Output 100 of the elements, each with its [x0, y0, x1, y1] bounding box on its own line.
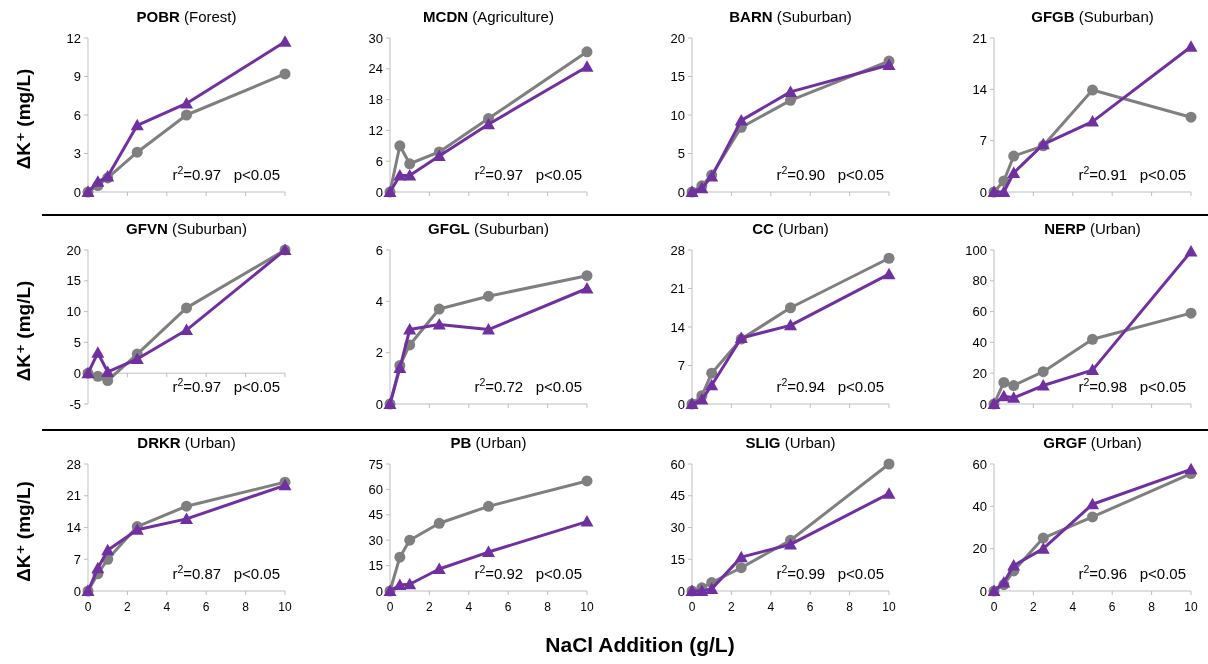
chart-title: PB (Urban)	[450, 434, 527, 451]
y-tick-label: 0	[979, 184, 987, 200]
point	[1087, 511, 1098, 523]
point	[785, 302, 796, 314]
point	[278, 35, 292, 47]
annotation: r$^{2}$=0.72 p<0.05	[474, 376, 582, 395]
y-tick-label: 60	[972, 304, 987, 320]
y-tick-label: 7	[677, 358, 685, 374]
y-tick-label: 45	[670, 488, 685, 504]
x-tick-label: 0	[84, 600, 92, 614]
point	[101, 543, 115, 556]
y-tick-label: -5	[69, 396, 81, 412]
point	[180, 96, 193, 109]
point	[433, 517, 445, 529]
y-tick-label: 60	[670, 456, 685, 472]
y-tick-label: 0	[979, 583, 987, 599]
point	[394, 140, 406, 152]
point	[1086, 497, 1099, 510]
chart-title: POBR (Forest)	[136, 8, 237, 25]
chart-title: GRGF (Urban)	[1043, 434, 1142, 451]
y-tick-label: 15	[670, 551, 685, 567]
point	[705, 582, 719, 594]
chart-title: GFVN (Suburban)	[126, 220, 247, 237]
y-tick-label: 10	[66, 304, 81, 320]
point	[581, 270, 593, 282]
annotation: r$^{2}$=0.92 p<0.05	[474, 563, 582, 582]
y-tick-label: 6	[73, 107, 81, 123]
point	[91, 346, 105, 358]
annotation: r$^{2}$=0.94 p<0.05	[776, 376, 884, 395]
y-axis-title: ΔK⁺ (mg/L)	[13, 280, 34, 382]
point	[581, 46, 593, 58]
point	[1008, 150, 1020, 162]
x-tick-label: 0	[386, 600, 394, 614]
point	[92, 370, 104, 382]
y-tick-label: 12	[66, 30, 81, 46]
x-tick-label: 10	[580, 600, 594, 614]
y-tick-label: 30	[368, 532, 383, 548]
y-tick-label: 0	[375, 396, 383, 412]
y-tick-label: 40	[972, 334, 987, 350]
point	[181, 302, 192, 314]
chart-title: CC (Urban)	[752, 220, 829, 237]
point	[735, 562, 747, 574]
point	[1037, 532, 1049, 544]
point	[1008, 380, 1020, 392]
y-tick-label: 60	[972, 456, 987, 472]
x-tick-label: 8	[544, 600, 552, 614]
point	[581, 475, 593, 487]
y-tick-label: 30	[368, 30, 383, 46]
y-tick-label: 15	[670, 69, 685, 85]
point	[1087, 333, 1098, 345]
y-axis-title: ΔK⁺ (mg/L)	[13, 481, 34, 582]
y-axis-title: ΔK⁺ (mg/L)	[13, 68, 34, 170]
y-tick-label: 30	[670, 520, 685, 536]
x-tick-label: 10	[1184, 600, 1198, 614]
point	[1087, 84, 1098, 96]
y-tick-label: 18	[368, 92, 383, 108]
point	[705, 378, 719, 391]
y-tick-label: 0	[979, 396, 987, 412]
annotation: r$^{2}$=0.90 p<0.05	[776, 164, 884, 183]
y-tick-label: 3	[73, 146, 81, 162]
y-tick-label: 15	[368, 558, 383, 574]
x-tick-label: 6	[806, 600, 814, 614]
point	[432, 149, 446, 162]
point	[998, 376, 1010, 388]
x-tick-label: 2	[426, 600, 434, 614]
y-tick-label: 14	[670, 319, 685, 335]
x-axis-title: NaCl Addition (g/L)	[545, 633, 735, 656]
point	[784, 537, 797, 550]
point	[91, 175, 105, 187]
y-tick-label: 9	[73, 69, 81, 85]
x-tick-label: 8	[846, 600, 854, 614]
y-tick-label: 21	[66, 488, 81, 504]
point	[91, 561, 105, 574]
point	[393, 578, 407, 591]
x-tick-label: 6	[1108, 600, 1116, 614]
y-tick-label: 6	[375, 153, 383, 169]
point	[1007, 166, 1021, 178]
y-tick-label: 0	[73, 365, 81, 381]
point	[882, 487, 896, 499]
y-tick-label: 21	[972, 30, 987, 46]
point	[734, 113, 748, 126]
chart-title: NERP (Urban)	[1044, 220, 1141, 237]
point	[433, 303, 445, 315]
x-tick-label: 0	[990, 600, 998, 614]
y-tick-label: 10	[670, 107, 685, 123]
annotation: r$^{2}$=0.96 p<0.05	[1078, 563, 1186, 582]
point	[1036, 542, 1050, 554]
point	[394, 551, 406, 563]
x-tick-label: 8	[242, 600, 250, 614]
point	[1037, 366, 1049, 378]
chart-title: BARN (Suburban)	[729, 8, 852, 25]
y-tick-label: 12	[368, 122, 383, 138]
y-tick-label: 14	[66, 520, 81, 536]
point	[181, 109, 192, 121]
chart-title: GFGB (Suburban)	[1031, 8, 1154, 25]
point	[580, 60, 594, 72]
x-tick-label: 6	[202, 600, 210, 614]
point	[130, 352, 144, 365]
point	[432, 562, 446, 574]
point	[432, 317, 446, 330]
